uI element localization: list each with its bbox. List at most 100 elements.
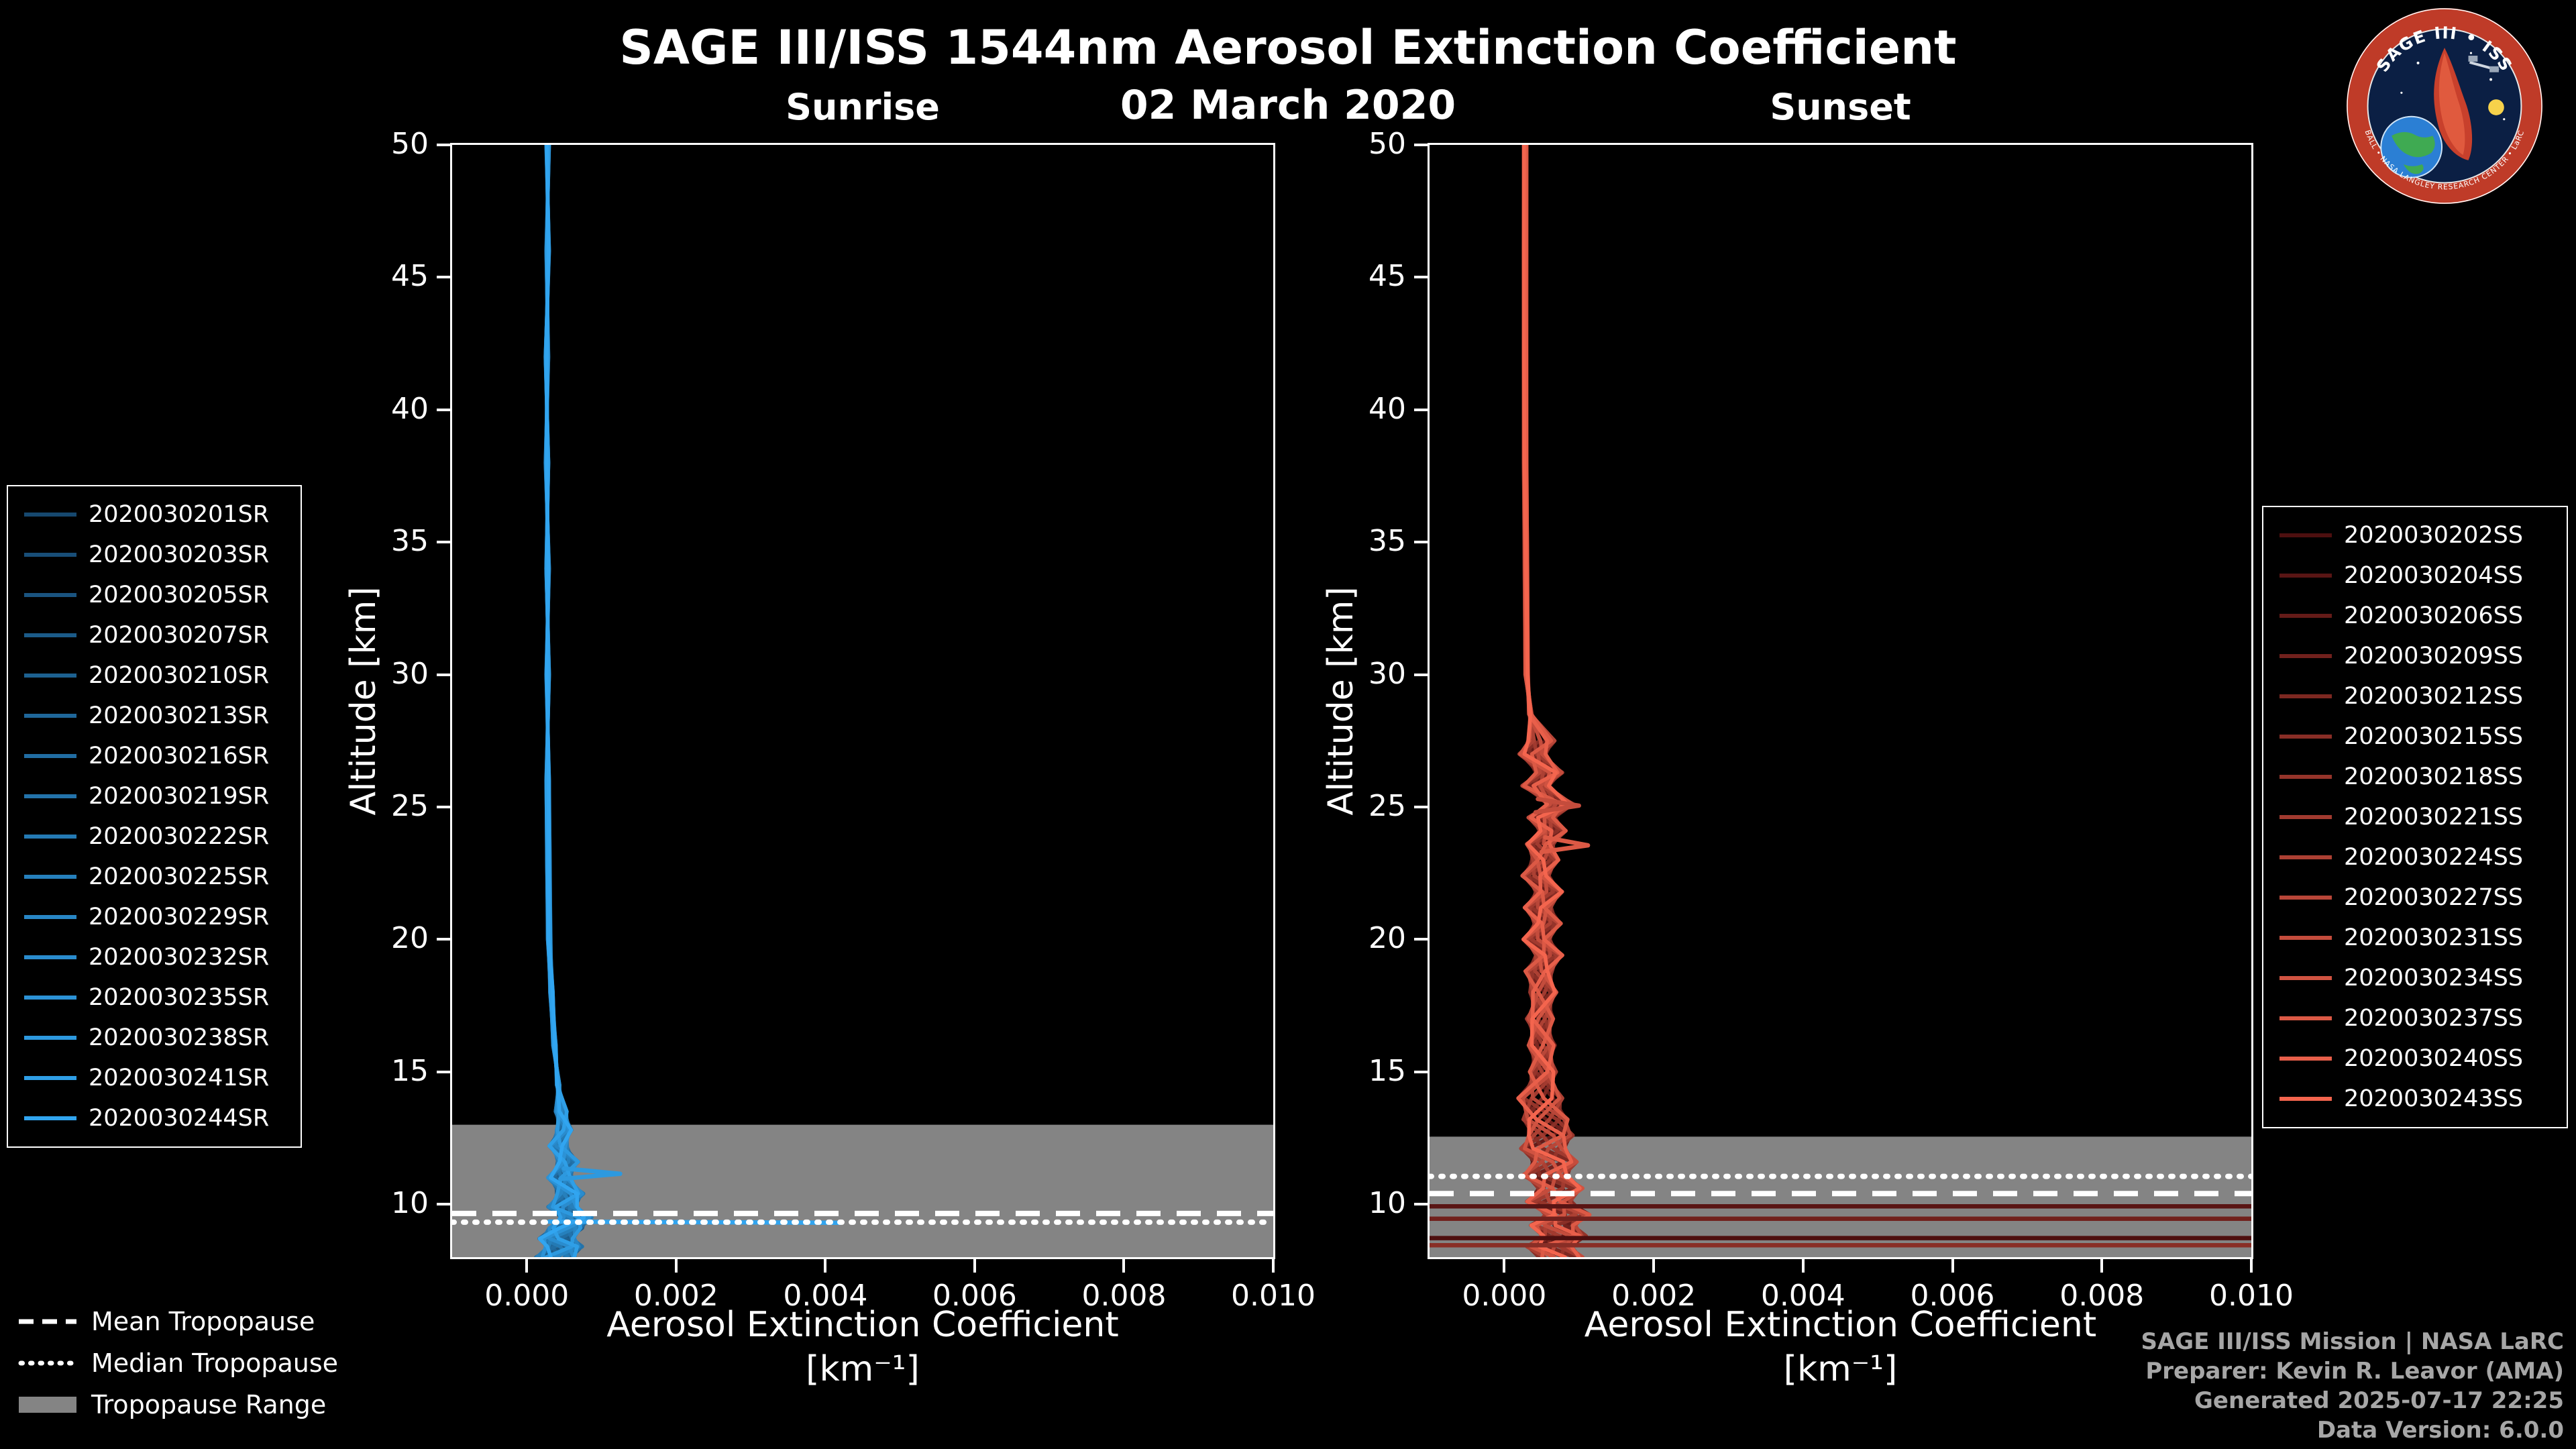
y-tick-sunrise	[437, 1070, 450, 1073]
plot-panel-sunrise	[450, 143, 1275, 1259]
legend-line-swatch-icon	[24, 996, 76, 1000]
legend-item: 2020030243SS	[2279, 1085, 2551, 1112]
legend-label: 2020030229SR	[89, 904, 270, 930]
legend-item: 2020030241SR	[24, 1065, 284, 1091]
legend-line-swatch-icon	[24, 513, 76, 517]
mean-tropopause-dashed-line-icon	[19, 1319, 76, 1324]
mean-tropopause-label: Mean Tropopause	[91, 1307, 315, 1336]
legend-label: 2020030204SS	[2344, 562, 2524, 589]
legend-item: 2020030234SS	[2279, 965, 2551, 991]
legend-label: 2020030209SS	[2344, 643, 2524, 669]
y-tick-label-sunrise: 30	[391, 656, 429, 691]
legend-item: 2020030204SS	[2279, 562, 2551, 589]
legend-label: 2020030202SS	[2344, 522, 2524, 549]
y-tick-label-sunset: 45	[1368, 259, 1406, 294]
y-tick-label-sunrise: 40	[391, 391, 429, 426]
credit-preparer: Preparer: Kevin R. Leavor (AMA)	[2145, 1358, 2564, 1385]
legend-line-swatch-icon	[2279, 896, 2332, 900]
legend-line-swatch-icon	[24, 955, 76, 959]
y-tick-sunrise	[437, 673, 450, 676]
legend-item: 2020030215SS	[2279, 723, 2551, 750]
legend-label: 2020030241SR	[89, 1065, 270, 1091]
legend-label: 2020030206SS	[2344, 602, 2524, 629]
legend-label: 2020030212SS	[2344, 683, 2524, 710]
legend-label: 2020030243SS	[2344, 1085, 2524, 1112]
logo-sun	[2488, 99, 2504, 115]
y-tick-sunset	[1414, 805, 1428, 808]
x-tick-sunset	[2250, 1259, 2253, 1273]
panel-title-sunrise: Sunrise	[786, 86, 940, 128]
credit-mission: SAGE III/ISS Mission | NASA LaRC	[2141, 1328, 2565, 1355]
legend-item: 2020030227SS	[2279, 884, 2551, 911]
median-tropopause-legend-item: Median Tropopause	[17, 1348, 338, 1378]
y-tick-label-sunset: 15	[1368, 1053, 1406, 1088]
plot-panel-sunset	[1428, 143, 2253, 1259]
legend-item: 2020030235SR	[24, 984, 284, 1011]
y-tick-label-sunset: 20	[1368, 921, 1406, 956]
legend-label: 2020030201SR	[89, 501, 270, 528]
median-tropopause-dotted-line-icon	[18, 1360, 78, 1366]
x-tick-sunset	[2100, 1259, 2104, 1273]
legend-line-swatch-icon	[24, 915, 76, 919]
y-tick-label-sunset: 40	[1368, 391, 1406, 426]
x-tick-label-sunset: 0.002	[1611, 1279, 1697, 1313]
legend-label: 2020030244SR	[89, 1105, 270, 1132]
y-tick-label-sunrise: 45	[391, 259, 429, 294]
legend-line-swatch-icon	[24, 835, 76, 839]
legend-label: 2020030237SS	[2344, 1005, 2524, 1032]
legend-label: 2020030215SS	[2344, 723, 2524, 750]
y-tick-sunset	[1414, 144, 1428, 146]
y-tick-sunrise	[437, 541, 450, 544]
sunrise-x-axis-label: Aerosol Extinction Coefficient [km⁻¹]	[452, 1303, 1273, 1391]
legend-line-swatch-icon	[2279, 775, 2332, 779]
legend-line-swatch-icon	[24, 1076, 76, 1080]
legend-label: 2020030231SS	[2344, 924, 2524, 951]
legend-item: 2020030203SR	[24, 541, 284, 568]
x-tick-sunrise	[674, 1259, 678, 1273]
logo-figure-highlight	[2438, 53, 2465, 156]
legend-label: 2020030240SS	[2344, 1045, 2524, 1072]
y-tick-sunrise	[437, 938, 450, 941]
x-tick-label-sunrise: 0.004	[783, 1279, 868, 1313]
sage-iii-iss-logo: SAGE III • ISS BALL • NASA LANGLEY RESEA…	[2346, 7, 2543, 205]
y-tick-sunset	[1414, 673, 1428, 676]
legend-item: 2020030206SS	[2279, 602, 2551, 629]
legend-item: 2020030232SR	[24, 944, 284, 971]
x-tick-label-sunset: 0.010	[2209, 1279, 2294, 1313]
y-tick-sunrise	[437, 1203, 450, 1206]
y-tick-label-sunset: 50	[1368, 127, 1406, 161]
x-tick-label-sunrise: 0.002	[633, 1279, 718, 1313]
sunrise-legend: 2020030201SR 2020030203SR 2020030205SR 2020…	[7, 485, 302, 1148]
x-tick-label-sunset: 0.008	[2059, 1279, 2145, 1313]
y-tick-label-sunrise: 50	[391, 127, 429, 161]
sunset-x-axis-label-line2: [km⁻¹]	[1783, 1349, 1898, 1389]
legend-label: 2020030205SR	[89, 582, 270, 608]
credits-block: SAGE III/ISS Mission | NASA LaRC Prepare…	[2141, 1327, 2565, 1445]
median-tropopause-label: Median Tropopause	[91, 1348, 338, 1378]
legend-item: 2020030238SR	[24, 1024, 284, 1051]
y-tick-label-sunrise: 15	[391, 1053, 429, 1088]
y-tick-label-sunrise: 10	[391, 1186, 429, 1221]
legend-line-swatch-icon	[2279, 533, 2332, 537]
legend-label: 2020030216SR	[89, 743, 270, 769]
legend-item: 2020030244SR	[24, 1105, 284, 1132]
legend-line-swatch-icon	[2279, 1057, 2332, 1061]
legend-label: 2020030234SS	[2344, 965, 2524, 991]
legend-line-swatch-icon	[24, 553, 76, 557]
legend-line-swatch-icon	[24, 633, 76, 637]
legend-item: 2020030219SR	[24, 783, 284, 810]
legend-line-swatch-icon	[2279, 815, 2332, 819]
x-tick-label-sunrise: 0.000	[484, 1279, 570, 1313]
x-tick-sunrise	[973, 1259, 976, 1273]
x-tick-label-sunset: 0.006	[1910, 1279, 1995, 1313]
legend-item: 2020030212SS	[2279, 683, 2551, 710]
legend-item: 2020030207SR	[24, 622, 284, 649]
legend-line-swatch-icon	[2279, 976, 2332, 980]
legend-line-swatch-icon	[2279, 855, 2332, 859]
legend-line-swatch-icon	[24, 875, 76, 879]
legend-item: 2020030225SR	[24, 863, 284, 890]
legend-line-swatch-icon	[2279, 1097, 2332, 1101]
x-tick-sunrise	[525, 1259, 529, 1273]
legend-item: 2020030221SS	[2279, 804, 2551, 830]
legend-item: 2020030237SS	[2279, 1005, 2551, 1032]
